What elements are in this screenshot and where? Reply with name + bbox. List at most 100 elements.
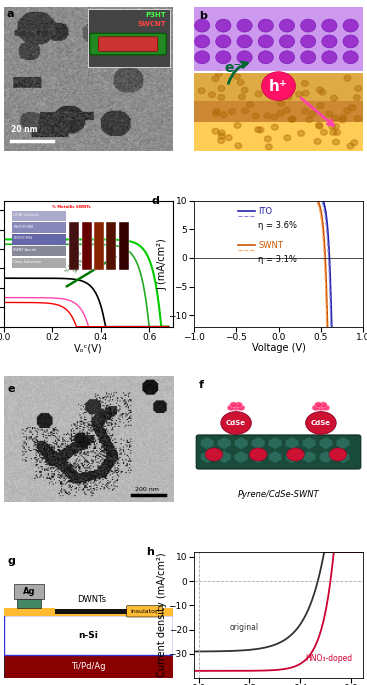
Circle shape [249, 448, 267, 461]
Circle shape [333, 139, 339, 145]
Circle shape [332, 115, 338, 121]
Bar [4, 614, 173, 616]
Polygon shape [251, 437, 265, 449]
Text: f: f [199, 380, 204, 390]
Circle shape [218, 86, 225, 91]
Text: h: h [146, 547, 154, 557]
Circle shape [344, 108, 350, 114]
Circle shape [257, 127, 264, 133]
Polygon shape [319, 437, 333, 449]
Polygon shape [285, 451, 299, 463]
Circle shape [344, 75, 351, 81]
Y-axis label: J (mA/cm²): J (mA/cm²) [157, 238, 167, 290]
Circle shape [235, 402, 242, 408]
Circle shape [258, 35, 273, 48]
Circle shape [235, 143, 242, 149]
Circle shape [355, 116, 361, 121]
Circle shape [271, 114, 278, 120]
Circle shape [270, 80, 277, 86]
Text: a: a [7, 10, 14, 19]
Polygon shape [302, 437, 316, 449]
Circle shape [289, 116, 296, 122]
FancyBboxPatch shape [98, 37, 158, 51]
Circle shape [247, 101, 254, 108]
Circle shape [205, 448, 223, 461]
Text: SWCNT: SWCNT [138, 21, 166, 27]
Bar [194, 122, 363, 151]
Circle shape [316, 123, 323, 129]
Circle shape [282, 91, 288, 97]
Circle shape [255, 127, 261, 132]
Polygon shape [251, 451, 265, 463]
Circle shape [237, 35, 252, 48]
Text: d: d [151, 195, 159, 206]
Circle shape [220, 112, 227, 118]
Circle shape [279, 19, 295, 32]
Circle shape [315, 402, 322, 408]
Text: CdSe: CdSe [226, 420, 246, 426]
Text: Ag: Ag [23, 587, 35, 596]
X-axis label: Voltage (V): Voltage (V) [251, 343, 305, 353]
Text: ITO: ITO [258, 207, 272, 216]
Circle shape [242, 108, 249, 114]
Circle shape [279, 51, 295, 64]
Polygon shape [235, 451, 248, 463]
Text: η = 3.6%: η = 3.6% [258, 221, 297, 229]
Circle shape [298, 130, 305, 136]
Polygon shape [4, 609, 55, 615]
Polygon shape [200, 451, 214, 463]
Circle shape [302, 81, 308, 86]
Bar [4, 608, 55, 615]
Polygon shape [302, 451, 316, 463]
Circle shape [273, 83, 280, 89]
Text: P3HT: P3HT [145, 12, 166, 18]
Polygon shape [336, 451, 350, 463]
FancyBboxPatch shape [196, 435, 361, 469]
Circle shape [283, 108, 290, 113]
Circle shape [279, 35, 295, 48]
Circle shape [349, 105, 356, 110]
Bar [17, 599, 41, 608]
Circle shape [212, 111, 219, 117]
Circle shape [343, 19, 358, 32]
Text: insulator: insulator [131, 609, 158, 614]
Bar [194, 101, 363, 122]
Circle shape [252, 113, 259, 119]
Circle shape [322, 19, 337, 32]
Circle shape [218, 134, 225, 139]
Text: h⁺: h⁺ [269, 79, 288, 94]
Bar [4, 656, 173, 678]
FancyBboxPatch shape [127, 606, 162, 617]
Circle shape [333, 123, 339, 129]
Circle shape [239, 94, 246, 100]
Circle shape [216, 51, 231, 64]
Circle shape [322, 35, 337, 48]
Circle shape [272, 124, 278, 130]
Circle shape [302, 90, 309, 96]
Circle shape [351, 140, 357, 145]
Circle shape [258, 19, 273, 32]
Circle shape [225, 135, 232, 140]
Circle shape [264, 113, 271, 119]
Circle shape [287, 448, 304, 461]
Bar [14, 584, 44, 599]
Text: original: original [229, 623, 258, 632]
Polygon shape [319, 451, 333, 463]
Text: e: e [8, 384, 15, 394]
Circle shape [234, 123, 241, 128]
Circle shape [353, 95, 360, 101]
Circle shape [237, 405, 245, 410]
Circle shape [216, 35, 231, 48]
Circle shape [339, 117, 346, 123]
Circle shape [221, 412, 251, 434]
Circle shape [195, 19, 210, 32]
Circle shape [306, 116, 313, 123]
Text: b: b [199, 11, 207, 21]
Circle shape [277, 110, 284, 116]
Polygon shape [268, 451, 282, 463]
Circle shape [213, 108, 220, 114]
Circle shape [312, 405, 320, 410]
Circle shape [265, 144, 272, 150]
Bar [4, 615, 173, 656]
Circle shape [218, 95, 225, 100]
